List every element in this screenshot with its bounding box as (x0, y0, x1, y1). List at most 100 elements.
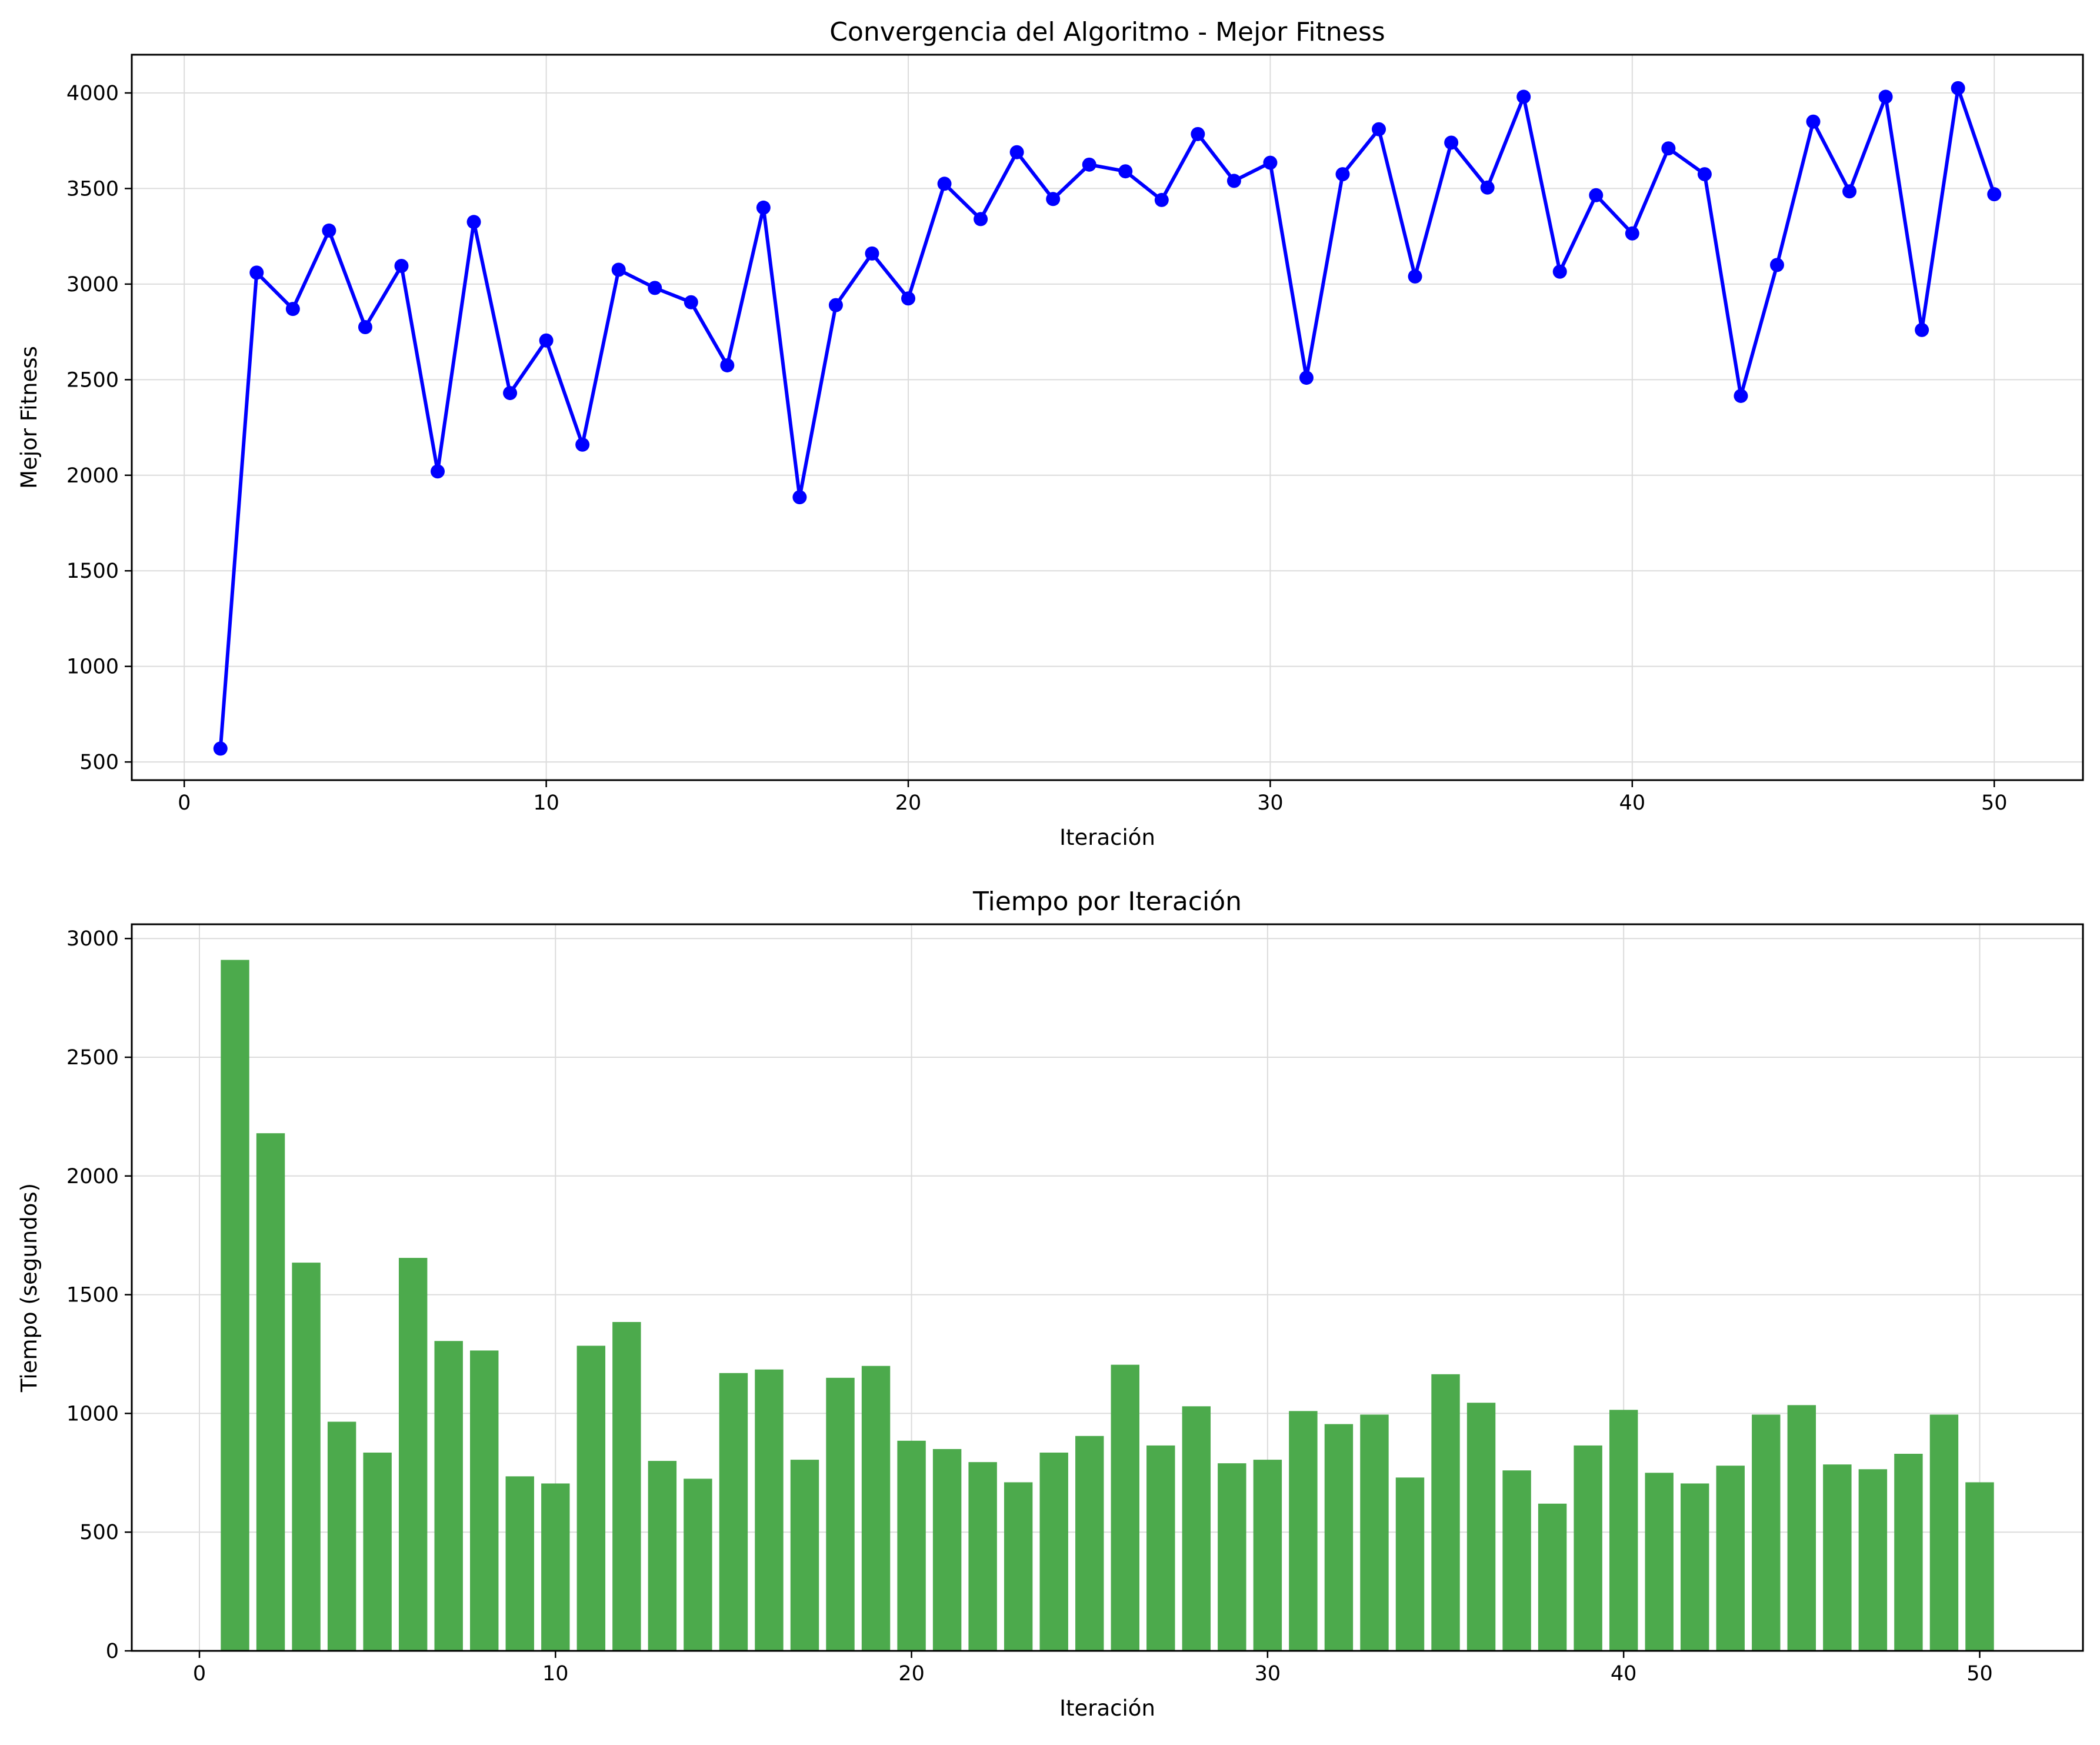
time-bar (1894, 1454, 1923, 1651)
time-bar (1645, 1473, 1674, 1651)
time-bar (221, 960, 249, 1651)
fitness-y-tick-label: 1500 (66, 560, 119, 583)
fitness-plot-frame (131, 54, 2084, 781)
fitness-y-tick-label: 2000 (66, 464, 119, 488)
fitness-point (1118, 164, 1133, 179)
time-bar (1538, 1503, 1567, 1651)
time-bar (1466, 1403, 1496, 1651)
time-bar (1858, 1469, 1888, 1651)
fitness-point (249, 265, 264, 280)
time-bar (1075, 1436, 1104, 1651)
fitness-point (1806, 114, 1821, 129)
time-x-tick-label: 20 (898, 1662, 925, 1686)
fitness-y-axis-label: Mejor Fitness (16, 346, 42, 489)
fitness-point (1263, 155, 1278, 170)
fitness-x-tick-label: 20 (895, 791, 922, 815)
fitness-point (1372, 122, 1386, 136)
fitness-point (792, 490, 807, 505)
fitness-point (1154, 192, 1169, 207)
fitness-y-ticks: 500 1000 1500 2000 2500 3000 3500 4000 (66, 82, 132, 774)
time-bar (1431, 1374, 1460, 1651)
time-x-axis-label: Iteración (1059, 1696, 1155, 1721)
fitness-point (1661, 141, 1676, 156)
time-bar (1716, 1466, 1745, 1651)
time-bar (1609, 1410, 1638, 1651)
fitness-y-tick-label: 2500 (66, 368, 119, 392)
fitness-point (539, 333, 554, 348)
time-y-tick-label: 3000 (66, 927, 119, 951)
fitness-point (431, 464, 445, 479)
time-bar (755, 1369, 784, 1651)
time-bar (1574, 1445, 1602, 1651)
time-x-tick-label: 40 (1611, 1662, 1637, 1686)
fitness-point (1697, 167, 1712, 182)
time-bar (1182, 1406, 1211, 1651)
time-bar (1324, 1424, 1354, 1651)
time-bar (790, 1460, 819, 1651)
fitness-y-tick-label: 4000 (66, 82, 119, 105)
fitness-y-tick-label: 3500 (66, 177, 119, 201)
fitness-point (756, 200, 771, 215)
time-bar (932, 1448, 962, 1651)
time-y-tick-label: 500 (79, 1521, 119, 1544)
time-bar (897, 1440, 926, 1651)
fitness-point (828, 298, 843, 312)
time-y-ticks: 0 500 1000 1500 2000 2500 3000 (66, 927, 132, 1663)
time-x-ticks: 0 10 20 30 40 50 (193, 1651, 1993, 1686)
time-bar (968, 1462, 997, 1651)
time-bar (861, 1366, 891, 1651)
fitness-point (394, 259, 409, 274)
time-bar (505, 1476, 534, 1651)
time-bar (1787, 1405, 1816, 1651)
time-bar (1395, 1477, 1425, 1651)
fitness-point (1335, 167, 1350, 182)
fitness-point (285, 302, 300, 317)
time-chart-title: Tiempo por Iteración (972, 887, 1242, 917)
time-bar (363, 1452, 392, 1651)
time-bar (1965, 1482, 1994, 1651)
time-y-axis-label: Tiempo (segundos) (16, 1183, 42, 1393)
time-bar (1289, 1411, 1318, 1651)
fitness-line (218, 86, 1996, 749)
fitness-point (1951, 81, 1965, 95)
time-y-tick-label: 1000 (66, 1402, 119, 1426)
time-bar (470, 1350, 499, 1651)
fitness-point (1842, 184, 1857, 199)
time-y-tick-label: 0 (106, 1640, 119, 1663)
fitness-point (1516, 89, 1531, 104)
time-bar (684, 1478, 712, 1651)
time-bar (1360, 1414, 1389, 1651)
time-bar (541, 1483, 570, 1651)
fitness-point (1552, 264, 1567, 279)
time-bars (221, 960, 1994, 1651)
time-x-tick-label: 50 (1966, 1662, 1993, 1686)
fitness-x-tick-label: 50 (1981, 791, 2008, 815)
time-y-tick-label: 2500 (66, 1046, 119, 1070)
fitness-y-tick-label: 1000 (66, 655, 119, 679)
fitness-grid (132, 55, 2083, 780)
fitness-point (1226, 174, 1241, 188)
fitness-point (503, 386, 518, 401)
fitness-x-ticks: 0 10 20 30 40 50 (178, 780, 2008, 815)
fitness-x-tick-label: 10 (533, 791, 559, 815)
time-bar (826, 1377, 855, 1651)
time-plot-frame (131, 923, 2084, 1652)
fitness-point (648, 281, 662, 295)
time-bar (1929, 1414, 1959, 1651)
time-x-tick-label: 10 (542, 1662, 569, 1686)
fitness-point (1191, 126, 1205, 141)
time-bar (327, 1421, 356, 1651)
time-bar (1039, 1452, 1068, 1651)
fitness-point (1082, 157, 1096, 172)
fitness-point (358, 319, 372, 334)
fitness-point (1009, 145, 1024, 159)
time-bar (1146, 1445, 1175, 1651)
time-y-tick-label: 2000 (66, 1165, 119, 1188)
fitness-x-tick-label: 0 (178, 791, 191, 815)
fitness-point (1878, 89, 1893, 104)
fitness-point (466, 215, 481, 229)
time-bar (612, 1322, 641, 1651)
fitness-point (974, 212, 988, 227)
fitness-chart-title: Convergencia del Algoritmo - Mejor Fitne… (829, 17, 1385, 47)
fitness-y-tick-label: 3000 (66, 273, 119, 297)
